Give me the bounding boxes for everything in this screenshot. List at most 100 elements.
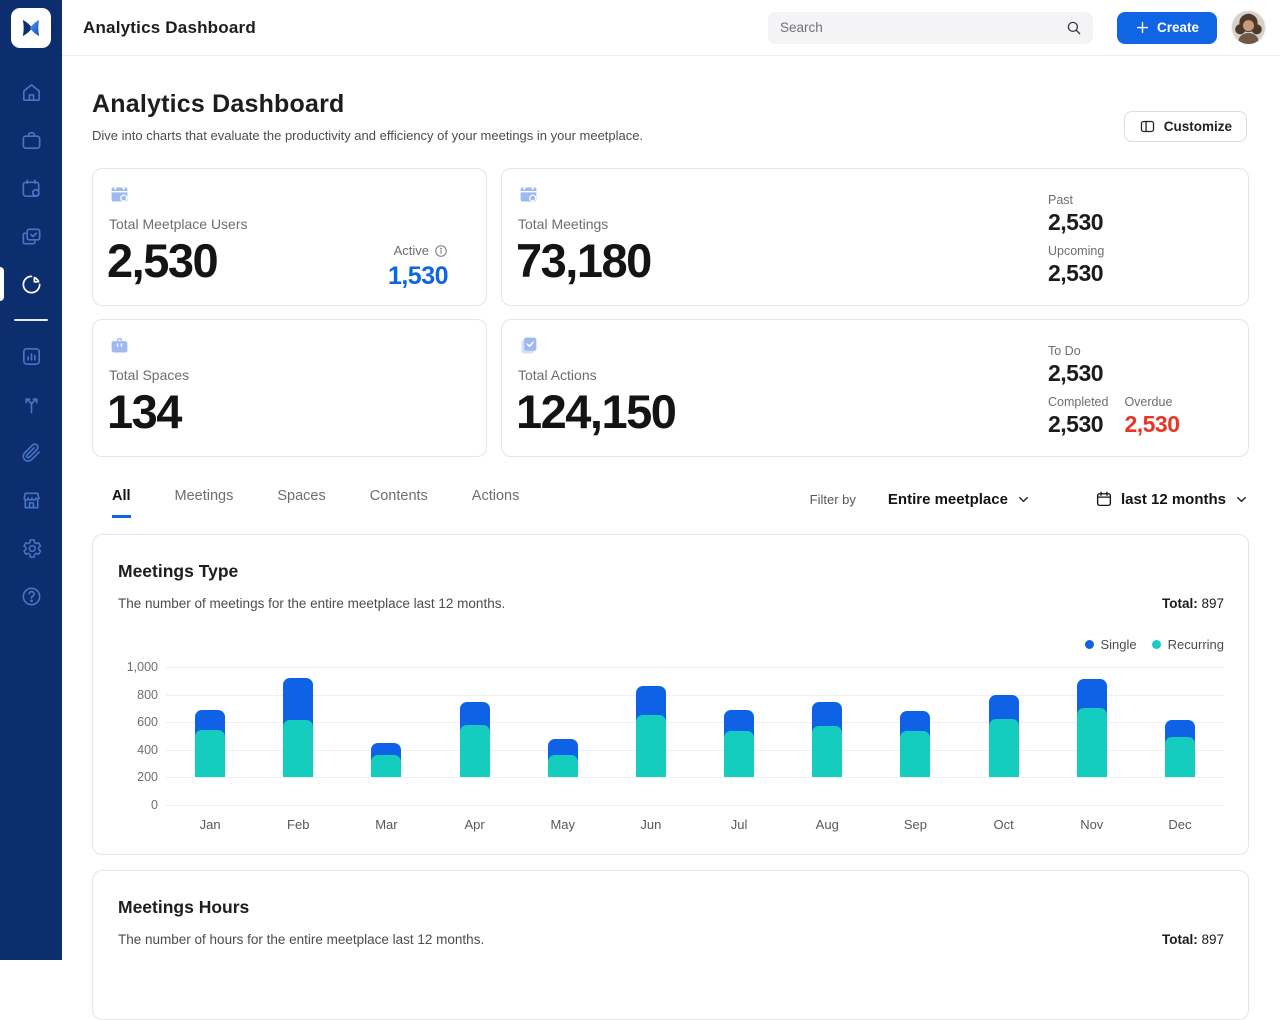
stat-card-users: Total Meetplace Users 2,530 Active 1,530 [92, 168, 487, 306]
bar-recurring-sep[interactable] [900, 731, 930, 777]
actions-breakdown: To Do 2,530 Completed 2,530 Overdue 2,53… [1048, 344, 1180, 446]
bar-recurring-dec[interactable] [1165, 737, 1195, 777]
home-icon [20, 81, 43, 104]
calendar-icon [20, 177, 43, 200]
search-icon[interactable] [1065, 19, 1083, 37]
page-subtitle: Dive into charts that evaluate the produ… [92, 128, 1249, 143]
scope-dropdown[interactable]: Entire meetplace [888, 491, 1031, 508]
app-logo[interactable] [11, 8, 51, 48]
sidebar-item-settings[interactable] [0, 524, 62, 572]
stat-label: Total Actions [518, 367, 597, 383]
tab-all[interactable]: All [112, 488, 131, 518]
topbar: Analytics Dashboard Create [62, 0, 1280, 56]
gridline [166, 695, 1224, 696]
chart-total: Total: 897 [1162, 932, 1224, 947]
chart-subtitle: The number of hours for the entire meetp… [118, 932, 484, 947]
legend-item-recurring[interactable]: Recurring [1152, 637, 1224, 652]
active-label-text: Active [394, 243, 429, 258]
active-users-value: 1,530 [388, 262, 448, 291]
x-axis-label: Jun [640, 817, 661, 832]
stats-grid: Total Meetplace Users 2,530 Active 1,530… [92, 168, 1249, 457]
stat-label: Total Meetplace Users [109, 216, 248, 232]
main-content: Analytics Dashboard Dive into charts tha… [62, 57, 1280, 1020]
tab-actions[interactable]: Actions [472, 488, 520, 518]
tabs-filter-row: All Meetings Spaces Contents Actions Fil… [92, 488, 1249, 518]
filters: Filter by Entire meetplace last 12 month… [810, 490, 1249, 516]
bar-recurring-jun[interactable] [636, 715, 666, 778]
customize-button[interactable]: Customize [1124, 111, 1247, 142]
chart-title: Meetings Type [118, 561, 238, 582]
meetings-breakdown: Past 2,530 Upcoming 2,530 [1048, 193, 1104, 295]
y-axis-tick: 600 [114, 715, 158, 729]
sidebar-item-actions[interactable] [0, 212, 62, 260]
create-button-label: Create [1157, 20, 1199, 35]
legend-item-single[interactable]: Single [1085, 637, 1137, 652]
stat-label: Total Meetings [518, 216, 608, 232]
sidebar-item-home[interactable] [0, 68, 62, 116]
briefcase-filled-icon [109, 335, 130, 356]
sidebar-item-attachments[interactable] [0, 428, 62, 476]
chart-area: 1,0008006004002000 JanFebMarAprMayJunJul… [118, 667, 1224, 833]
chart-total: Total: 897 [1162, 596, 1224, 611]
create-button[interactable]: Create [1117, 12, 1217, 44]
search-input[interactable] [768, 12, 1093, 44]
chart-title: Meetings Hours [118, 897, 249, 918]
check-square-icon [518, 335, 539, 356]
x-axis-label: Apr [464, 817, 484, 832]
plus-icon [1135, 20, 1150, 35]
sidebar-item-analytics[interactable] [0, 260, 62, 308]
tab-meetings[interactable]: Meetings [175, 488, 234, 518]
stat-card-actions: Total Actions 124,150 To Do 2,530 Comple… [501, 319, 1249, 457]
sidebar-nav [0, 68, 62, 630]
y-axis-tick: 800 [114, 688, 158, 702]
sidebar-item-spaces[interactable] [0, 116, 62, 164]
gridline [166, 722, 1224, 723]
page-header: Analytics Dashboard Dive into charts tha… [92, 90, 1249, 143]
chart-plot: 1,0008006004002000 [166, 667, 1224, 805]
overdue-label: Overdue [1124, 395, 1179, 409]
bar-recurring-mar[interactable] [371, 755, 401, 778]
x-axis-label: Aug [816, 817, 839, 832]
avatar[interactable] [1232, 11, 1265, 44]
logo-bowtie-icon [18, 15, 44, 41]
app-title: Analytics Dashboard [83, 18, 256, 38]
legend-dot-single [1085, 640, 1094, 649]
y-axis-tick: 0 [114, 798, 158, 812]
bar-recurring-feb[interactable] [283, 720, 313, 777]
bar-recurring-oct[interactable] [989, 719, 1019, 777]
bar-recurring-jan[interactable] [195, 730, 225, 778]
scope-value: Entire meetplace [888, 491, 1008, 508]
active-indicator [0, 267, 4, 301]
sidebar-item-integrations[interactable] [0, 380, 62, 428]
sidebar-item-reports[interactable] [0, 332, 62, 380]
sidebar-item-marketplace[interactable] [0, 476, 62, 524]
x-axis-label: Dec [1168, 817, 1191, 832]
chevron-down-icon [1234, 492, 1249, 507]
meetings-type-card: Meetings Type The number of meetings for… [92, 534, 1249, 855]
info-icon[interactable] [434, 244, 448, 258]
bar-recurring-aug[interactable] [812, 726, 842, 778]
bar-recurring-jul[interactable] [724, 731, 754, 778]
tab-spaces[interactable]: Spaces [277, 488, 325, 518]
overdue-value: 2,530 [1124, 411, 1179, 438]
bar-recurring-may[interactable] [548, 755, 578, 778]
completed-label: Completed [1048, 395, 1108, 409]
sidebar-divider [14, 319, 48, 321]
date-range-dropdown[interactable]: last 12 months [1095, 490, 1249, 508]
stat-value: 124,150 [516, 384, 675, 439]
legend-dot-recurring [1152, 640, 1161, 649]
bar-recurring-apr[interactable] [460, 725, 490, 777]
calendar-check-icon [518, 184, 539, 205]
upcoming-value: 2,530 [1048, 260, 1104, 287]
stat-card-spaces: Total Spaces 134 [92, 319, 487, 457]
x-axis-label: Jul [731, 817, 748, 832]
sidebar-item-help[interactable] [0, 572, 62, 620]
tab-contents[interactable]: Contents [370, 488, 428, 518]
x-axis-label: Feb [287, 817, 309, 832]
active-users-label: Active [388, 243, 448, 258]
search-container [768, 12, 1093, 44]
y-axis-tick: 200 [114, 770, 158, 784]
x-axis-label: Jan [200, 817, 221, 832]
bar-recurring-nov[interactable] [1077, 708, 1107, 777]
sidebar-item-meetings[interactable] [0, 164, 62, 212]
